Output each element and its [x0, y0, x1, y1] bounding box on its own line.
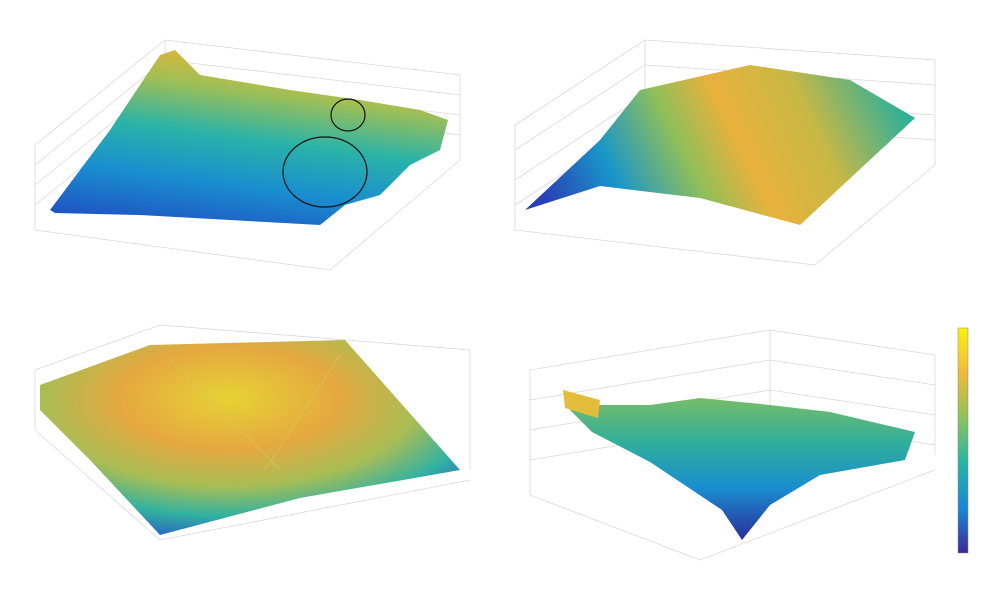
surface-ridge — [169, 354, 341, 471]
panel-bottom-right — [529, 327, 969, 561]
axis-box — [34, 324, 471, 541]
surface — [525, 65, 915, 225]
highlight-circle — [330, 98, 366, 132]
panel-top-right — [514, 39, 936, 266]
surface — [565, 392, 915, 540]
surface — [40, 340, 460, 535]
colorbar — [957, 327, 969, 554]
surface — [50, 50, 448, 225]
highlight-circle — [282, 136, 368, 208]
panel-top-left — [34, 39, 461, 271]
surface-edge — [563, 390, 600, 418]
panel-bottom-left — [34, 324, 471, 541]
